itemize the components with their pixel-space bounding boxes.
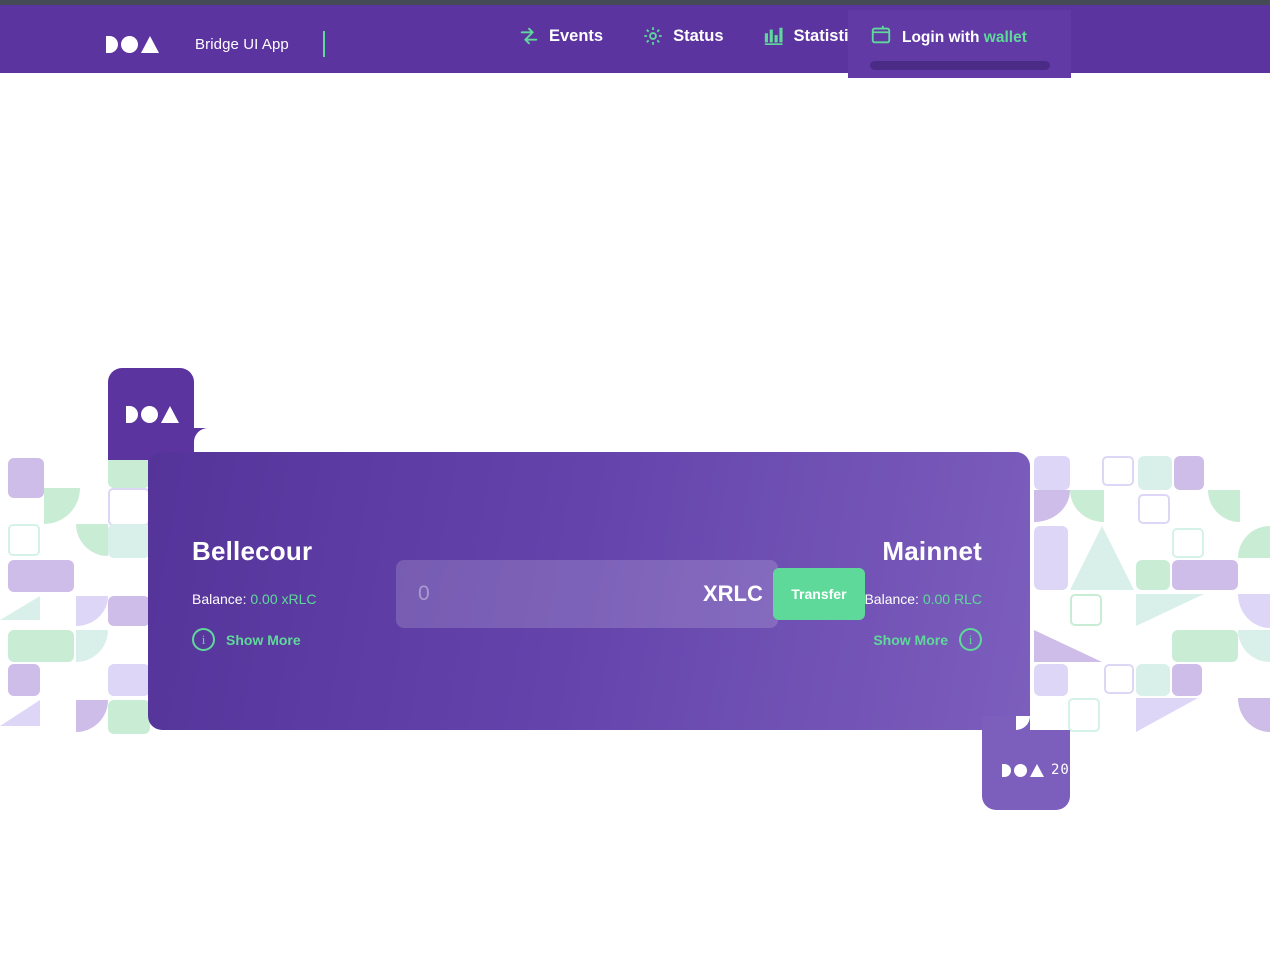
- decor-shape: [1034, 526, 1068, 590]
- login-label-prefix: Login with: [902, 28, 984, 46]
- decor-shape: [8, 560, 74, 592]
- destination-network-panel: Mainnet Balance: 0.00 RLC Show More i: [864, 536, 982, 651]
- decor-shape: [8, 524, 40, 556]
- decor-shape: [1034, 664, 1068, 696]
- poa20-logo-icon: 20: [1002, 762, 1070, 778]
- decor-shape: [1172, 528, 1204, 558]
- main-nav: Events Status: [518, 25, 867, 47]
- card-notch-bottom-right: [982, 716, 1030, 730]
- decor-shape: [8, 664, 40, 696]
- transfer-button[interactable]: Transfer: [772, 568, 865, 620]
- source-network-panel: Bellecour Balance: 0.00 xRLC i Show More: [192, 536, 317, 651]
- decor-shape: [1238, 698, 1270, 732]
- decor-shape: [1136, 698, 1198, 732]
- poa-logo-icon: [106, 35, 159, 53]
- login-label-accent: wallet: [983, 28, 1027, 46]
- login-label: Login with wallet: [902, 29, 1027, 47]
- decor-shape: [8, 630, 74, 662]
- amount-entry: XRLC Transfer: [396, 560, 865, 628]
- decor-shape: [1136, 560, 1170, 590]
- nav-label-events: Events: [549, 26, 604, 45]
- bar-chart-icon: [763, 25, 785, 47]
- info-circle-icon: i: [192, 628, 215, 651]
- destination-network-title: Mainnet: [882, 536, 982, 566]
- token-symbol: XRLC: [703, 581, 763, 606]
- decor-shape: [108, 700, 150, 734]
- decor-shape: [44, 488, 80, 524]
- decorative-pattern-right: [1030, 450, 1270, 735]
- decor-shape: [1070, 594, 1102, 626]
- bridge-card-logo-tab: [108, 368, 194, 460]
- decor-shape: [1136, 594, 1204, 626]
- source-balance-value: 0.00 xRLC: [250, 591, 317, 607]
- gear-icon: [642, 25, 664, 47]
- info-circle-icon: i: [959, 628, 982, 651]
- decor-shape: [1070, 490, 1104, 522]
- decor-shape: [1172, 664, 1202, 696]
- decor-shape: [1174, 456, 1204, 490]
- exchange-arrows-icon: [518, 25, 540, 47]
- decor-shape: [76, 700, 108, 732]
- decor-shape: [108, 664, 150, 696]
- decor-shape: [1172, 630, 1238, 662]
- decor-shape: [1102, 456, 1134, 486]
- decor-shape: [1238, 526, 1270, 558]
- login-progress-bar: [870, 61, 1050, 70]
- nav-item-events[interactable]: Events: [518, 25, 603, 47]
- wallet-icon: [870, 24, 892, 51]
- brand-name: Bridge UI App: [195, 35, 289, 53]
- app-header: Bridge UI App Events: [0, 5, 1270, 78]
- destination-show-more-label: Show More: [873, 631, 948, 648]
- destination-balance: Balance: 0.00 RLC: [864, 591, 982, 607]
- decor-shape: [108, 488, 150, 526]
- decor-shape: [1238, 594, 1270, 628]
- destination-balance-label: Balance:: [864, 591, 923, 607]
- decor-shape: [1138, 494, 1170, 524]
- decor-shape: [1136, 664, 1170, 696]
- source-balance-label: Balance:: [192, 591, 251, 607]
- amount-input[interactable]: [396, 560, 703, 628]
- decor-shape: [1238, 630, 1270, 662]
- decor-shape: [1172, 560, 1238, 590]
- decor-shape: [1138, 456, 1172, 490]
- decor-shape: [108, 596, 150, 626]
- bridge-card: Bellecour Balance: 0.00 xRLC i Show More…: [148, 452, 1030, 730]
- brand-separator: [322, 31, 325, 57]
- nav-item-status[interactable]: Status: [642, 25, 724, 47]
- decor-shape: [76, 596, 108, 626]
- destination-show-more-button[interactable]: Show More i: [864, 628, 982, 651]
- decor-shape: [1034, 630, 1102, 662]
- source-network-title: Bellecour: [192, 536, 313, 566]
- decorative-pattern-left: [0, 450, 150, 735]
- nav-label-status: Status: [673, 26, 724, 45]
- decor-shape: [8, 458, 44, 498]
- decor-shape: [1208, 490, 1240, 522]
- source-show-more-button[interactable]: i Show More: [192, 628, 317, 651]
- top-accent-strip: [0, 0, 1270, 5]
- decor-shape: [0, 596, 40, 620]
- decor-shape: [76, 524, 108, 556]
- brand[interactable]: Bridge UI App: [106, 31, 325, 57]
- decor-shape: [108, 524, 150, 558]
- poa20-badge-tab: 20: [982, 730, 1070, 810]
- decor-shape: [76, 630, 108, 662]
- login-with-wallet-button[interactable]: Login with wallet: [848, 10, 1071, 78]
- decor-shape: [1068, 698, 1100, 732]
- decor-shape: [0, 700, 40, 726]
- decor-shape: [1070, 526, 1134, 590]
- decor-shape: [1104, 664, 1134, 694]
- decor-shape: [1034, 456, 1070, 490]
- decor-shape: [1034, 490, 1070, 522]
- source-show-more-label: Show More: [226, 631, 301, 648]
- destination-balance-value: 0.00 RLC: [922, 591, 982, 607]
- source-balance: Balance: 0.00 xRLC: [192, 591, 317, 607]
- poa20-number: 20: [1051, 762, 1070, 778]
- poa-logo-icon: [126, 406, 179, 423]
